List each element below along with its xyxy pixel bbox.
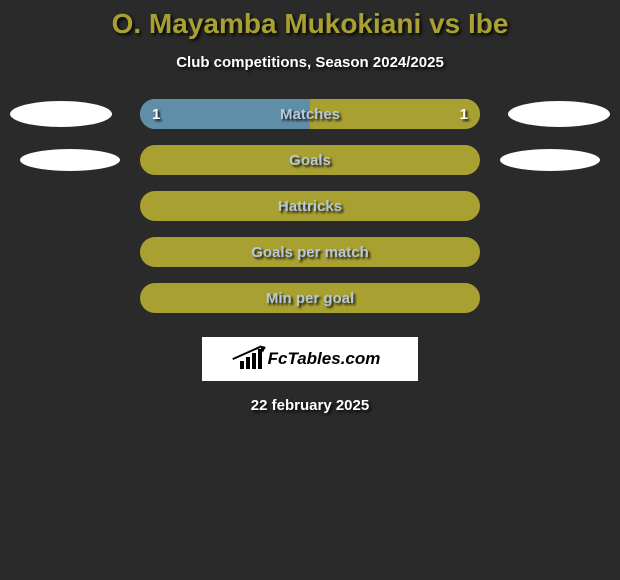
player-marker-right [500, 149, 600, 171]
logo-badge: FcTables.com [202, 337, 418, 381]
stat-label: Hattricks [140, 191, 480, 221]
logo-text: FcTables.com [268, 349, 381, 369]
page-title: O. Mayamba Mukokiani vs Ibe [112, 8, 509, 40]
infographic-container: O. Mayamba Mukokiani vs Ibe Club competi… [0, 0, 620, 414]
stat-bar: Min per goal [140, 283, 480, 313]
page-subtitle: Club competitions, Season 2024/2025 [176, 54, 444, 71]
stat-label: Min per goal [140, 283, 480, 313]
date-text: 22 february 2025 [251, 397, 369, 414]
comparison-row: Goals per match [0, 237, 620, 267]
stat-label: Goals [140, 145, 480, 175]
stat-bar: Matches11 [140, 99, 480, 129]
player-marker-right [508, 101, 610, 127]
comparison-rows: Matches11 Goals Hattricks Goals per match Mi… [0, 99, 620, 313]
bar-right-fill [310, 99, 480, 129]
player-marker-left [20, 149, 120, 171]
comparison-row: Min per goal [0, 283, 620, 313]
comparison-row: Goals [0, 145, 620, 175]
stat-bar: Hattricks [140, 191, 480, 221]
stat-bar: Goals per match [140, 237, 480, 267]
bar-left-fill [140, 99, 310, 129]
chart-icon [240, 349, 262, 369]
stat-bar: Goals [140, 145, 480, 175]
comparison-row: Matches11 [0, 99, 620, 129]
player-marker-left [10, 101, 112, 127]
comparison-row: Hattricks [0, 191, 620, 221]
stat-label: Goals per match [140, 237, 480, 267]
